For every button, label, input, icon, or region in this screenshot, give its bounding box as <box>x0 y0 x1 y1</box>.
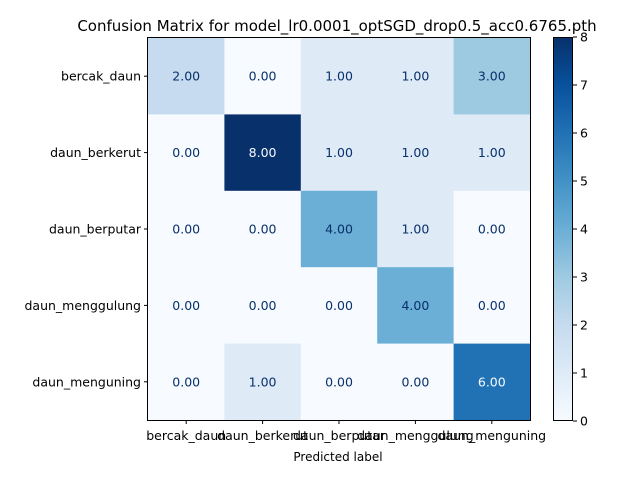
heatmap-cell <box>453 190 531 268</box>
y-tick-label: daun_menguning <box>32 374 141 389</box>
heatmap-cell <box>300 267 378 345</box>
heatmap-cell <box>224 38 302 115</box>
colorbar-tick-label: 1 <box>580 366 588 381</box>
cell-value-label: 1.00 <box>401 145 429 160</box>
cell-value-label: 3.00 <box>478 69 506 84</box>
heatmap-cell <box>148 38 225 115</box>
colorbar-ticks: 0 1 2 3 4 5 6 7 8 <box>573 30 588 429</box>
colorbar-tick-label: 5 <box>580 174 588 189</box>
colorbar-tick-label: 4 <box>580 222 588 237</box>
y-tick-label: daun_berkerut <box>50 145 141 160</box>
x-tick-label: daun_menggulung <box>357 428 474 443</box>
heatmap-cell <box>377 38 455 115</box>
cell-value-label: 4.00 <box>325 222 353 237</box>
heatmap-cell <box>300 38 378 115</box>
cell-value-label: 0.00 <box>172 298 200 313</box>
heatmap-cell <box>453 267 531 345</box>
cell-value-label: 0.00 <box>401 374 429 389</box>
cell-value-label: 1.00 <box>401 69 429 84</box>
heatmap-cell <box>148 190 225 268</box>
cell-value-label: 1.00 <box>249 374 277 389</box>
colorbar-tick-label: 8 <box>580 30 588 45</box>
y-tick-label: daun_menggulung <box>24 298 141 313</box>
y-axis-ticks: bercak_daun daun_berkerut daun_berputardau… <box>24 69 148 389</box>
x-axis-label: Predicted label <box>293 450 382 464</box>
colorbar-tick-label: 2 <box>580 318 588 333</box>
heatmap-cell <box>224 343 302 421</box>
cell-value-label: 0.00 <box>478 298 506 313</box>
heatmap-cell <box>224 190 302 268</box>
cell-value-label: 0.00 <box>325 298 353 313</box>
heatmap-cell <box>148 267 225 345</box>
x-tick-label: daun_berputar <box>293 428 386 443</box>
heatmap-cell <box>377 114 455 192</box>
heatmap-cell <box>453 38 531 115</box>
heatmap-cell <box>148 343 225 421</box>
heatmap-cell <box>377 190 455 268</box>
colorbar-tick-label: 3 <box>580 270 588 285</box>
cell-value-label: 2.00 <box>172 69 200 84</box>
heatmap-cell <box>453 114 531 192</box>
heatmap-cell <box>300 343 378 421</box>
x-tick-label: daun_menguning <box>438 428 547 443</box>
cell-value-label: 0.00 <box>478 222 506 237</box>
cell-value-label: 0.00 <box>325 374 353 389</box>
cell-value-label: 8.00 <box>249 145 277 160</box>
cell-value-label: 0.00 <box>172 222 200 237</box>
y-tick-label: bercak_daun <box>61 69 141 84</box>
colorbar-tick-label: 6 <box>580 126 588 141</box>
heatmap-cell <box>300 114 378 192</box>
cell-value-label: 4.00 <box>401 298 429 313</box>
x-tick-label: daun_berkerut <box>217 428 308 443</box>
heatmap-cells <box>148 38 531 421</box>
cell-value-label: 1.00 <box>325 69 353 84</box>
cell-value-label: 0.00 <box>249 69 277 84</box>
cell-value-label: 1.00 <box>325 145 353 160</box>
heatmap-cell <box>148 114 225 192</box>
heatmap-cell <box>453 343 531 421</box>
heatmap-cell <box>224 267 302 345</box>
heatmap-cell <box>224 114 302 192</box>
colorbar-frame <box>553 37 573 421</box>
heatmap-cell-labels: 2.00 0.00 1.00 1.00 3.00 0.00 8.00 1.00 1.00 1.00… <box>172 69 505 390</box>
colorbar-tick-label: 7 <box>580 78 588 93</box>
cell-value-label: 1.00 <box>401 222 429 237</box>
cell-value-label: 0.00 <box>249 222 277 237</box>
cell-value-label: 0.00 <box>172 145 200 160</box>
y-tick-label: daun_berputar <box>49 222 142 237</box>
heatmap-cell <box>377 343 455 421</box>
cell-value-label: 0.00 <box>249 298 277 313</box>
chart-title: Confusion Matrix for model_lr0.0001_optS… <box>77 17 596 36</box>
colorbar <box>554 37 573 421</box>
cell-value-label: 0.00 <box>172 374 200 389</box>
x-tick-label: bercak_daun <box>146 428 226 443</box>
cell-value-label: 1.00 <box>478 145 506 160</box>
x-axis-ticks: bercak_daundaun_berkerutdaun_berputardau… <box>146 420 546 443</box>
heatmap-cell <box>300 190 378 268</box>
colorbar-tick-label: 0 <box>580 414 588 429</box>
heatmap-cell <box>377 267 455 345</box>
cell-value-label: 6.00 <box>478 374 506 389</box>
